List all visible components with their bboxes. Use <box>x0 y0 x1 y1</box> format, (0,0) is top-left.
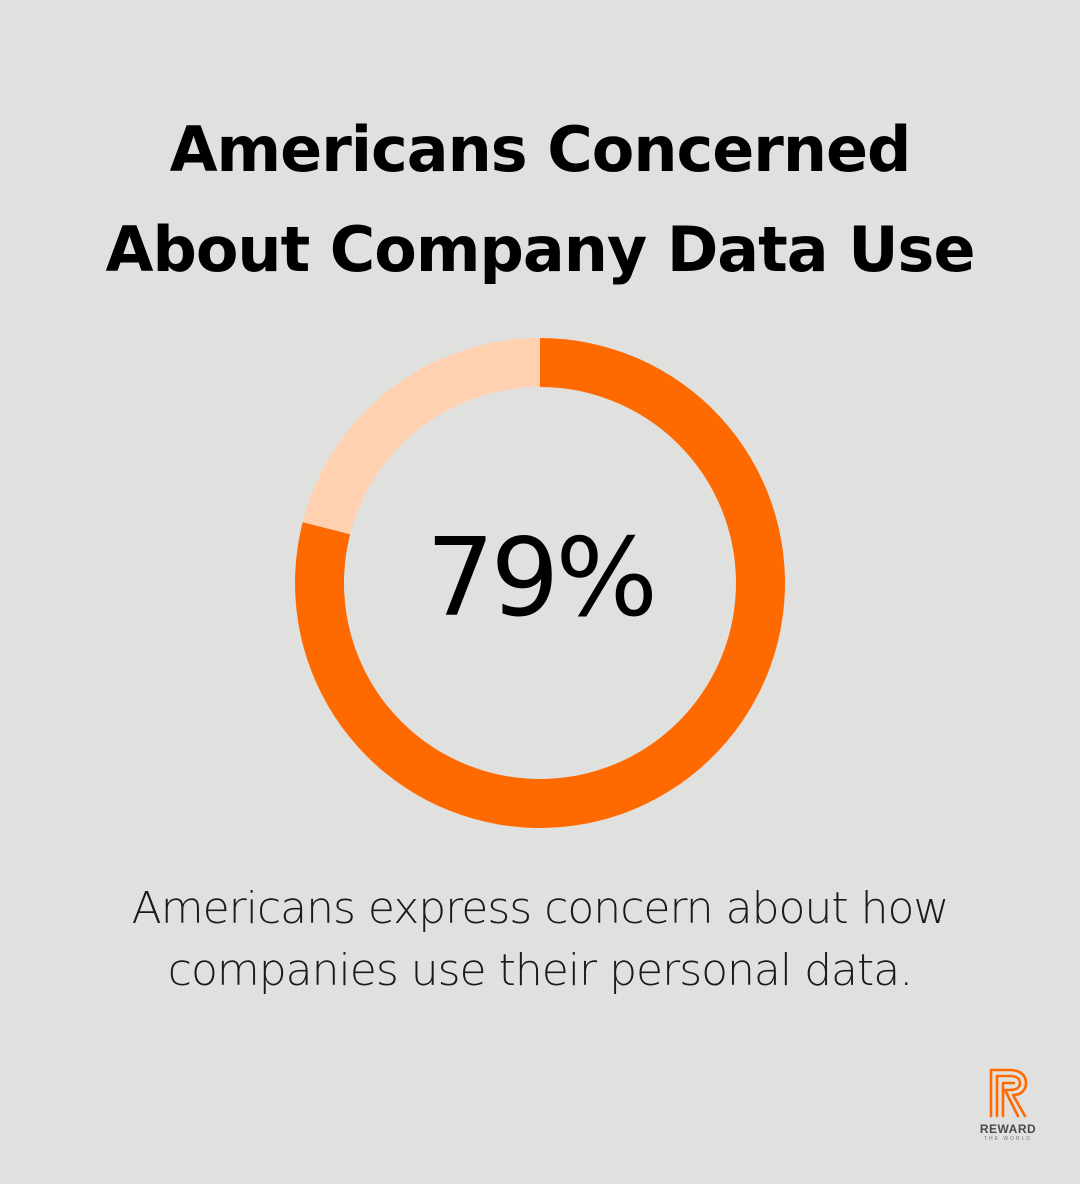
chart-title-line-1: Americans Concerned <box>169 113 912 186</box>
center-value-label: 79% <box>426 516 654 641</box>
donut-slices <box>295 338 785 828</box>
caption: Americans express concern about how comp… <box>0 878 1080 1002</box>
caption-line-2: companies use their personal data. <box>167 945 913 996</box>
chart-title-line-2: About Company Data Use <box>105 213 975 286</box>
reward-logo: REWARD THE WORLD <box>968 1066 1048 1146</box>
logo-wordmark: REWARD <box>979 1122 1037 1136</box>
donut-slice-not-concerned <box>302 338 540 535</box>
chart-title: Americans Concerned About Company Data U… <box>0 100 1080 300</box>
reward-r-icon <box>989 1068 1028 1118</box>
caption-line-1: Americans express concern about how <box>131 883 950 934</box>
donut-chart: 79% <box>295 338 785 828</box>
logo-tagline: THE WORLD <box>984 1136 1032 1142</box>
